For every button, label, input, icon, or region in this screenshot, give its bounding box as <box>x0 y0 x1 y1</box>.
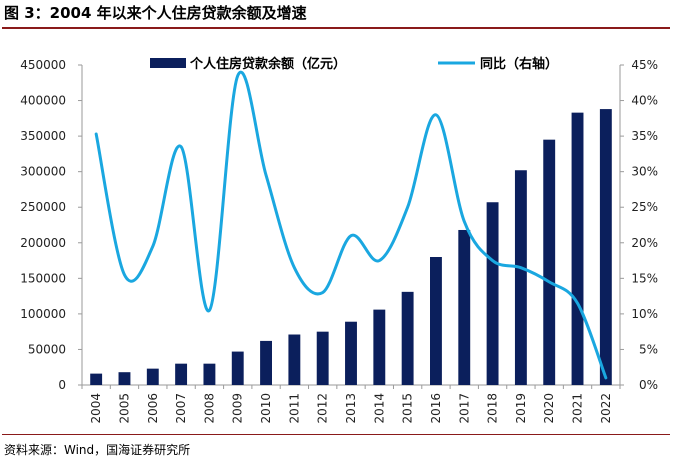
x-tick-label: 2006 <box>146 393 160 424</box>
chart-axes: 0 50000 100000 150000 200000 250000 300000 3500… <box>20 58 658 424</box>
x-tick-label: 2008 <box>202 393 216 424</box>
y-left-tick-label: 350000 <box>20 129 66 143</box>
y-left-tick-label: 300000 <box>20 165 66 179</box>
bar <box>401 291 414 385</box>
chart-legend: 个人住房贷款余额（亿元） 同比（右轴） <box>150 56 558 72</box>
y-right-tick-label: 40% <box>631 94 658 108</box>
bar-series <box>90 109 612 386</box>
x-tick-label: 2017 <box>457 393 471 424</box>
y-left-tick-label: 250000 <box>20 200 66 214</box>
bar <box>288 334 301 385</box>
y-right-tick-label: 25% <box>631 200 658 214</box>
bar <box>231 351 244 385</box>
bar <box>486 202 499 385</box>
title-divider <box>2 27 670 29</box>
bar <box>146 368 159 385</box>
x-tick-label: 2018 <box>486 393 500 424</box>
x-tick-label: 2021 <box>571 393 585 424</box>
bar <box>599 109 612 385</box>
bar <box>175 363 188 385</box>
bar <box>345 321 357 385</box>
x-tick-label: 2015 <box>401 393 415 424</box>
x-tick-label: 2012 <box>316 393 330 424</box>
y-right-tick-label: 35% <box>631 129 658 143</box>
bar <box>373 309 386 385</box>
bar <box>514 170 527 385</box>
x-tick-label: 2010 <box>259 393 273 424</box>
y-right-tick-label: 45% <box>631 58 658 72</box>
source-note: 资料来源：Wind，国海证券研究所 <box>4 443 191 457</box>
bar <box>118 372 131 385</box>
legend-bar-swatch <box>150 58 186 68</box>
y-left-tick-label: 50000 <box>28 342 66 356</box>
y-left-tick-label: 450000 <box>20 58 66 72</box>
y-left-tick-label: 150000 <box>20 271 66 285</box>
bar <box>571 112 584 386</box>
x-tick-label: 2020 <box>542 393 556 424</box>
bar <box>316 331 329 385</box>
x-tick-label: 2004 <box>89 393 103 424</box>
chart-title: 图 3：2004 年以来个人住房贷款余额及增速 <box>4 4 307 22</box>
legend-bar-label: 个人住房贷款余额（亿元） <box>189 56 346 72</box>
x-tick-label: 2014 <box>372 393 386 424</box>
bar <box>90 373 103 385</box>
x-tick-label: 2016 <box>429 393 443 424</box>
x-tick-label: 2011 <box>287 393 301 424</box>
chart: 0 50000 100000 150000 200000 250000 300000 3500… <box>20 56 658 424</box>
bar <box>203 363 216 385</box>
y-left-tick-label: 0 <box>58 378 66 392</box>
x-tick-label: 2009 <box>231 393 245 424</box>
y-right-tick-label: 5% <box>639 342 658 356</box>
bar <box>543 139 556 385</box>
y-left-tick-label: 400000 <box>20 94 66 108</box>
y-right-tick-label: 30% <box>631 165 658 179</box>
bar <box>458 229 471 385</box>
x-tick-label: 2013 <box>344 393 358 424</box>
y-right-tick-label: 20% <box>631 236 658 250</box>
line-series <box>94 70 608 380</box>
x-tick-label: 2007 <box>174 393 188 424</box>
legend-line-label: 同比（右轴） <box>480 56 558 72</box>
y-right-tick-label: 15% <box>631 271 658 285</box>
y-left-tick-label: 200000 <box>20 236 66 250</box>
x-tick-label: 2005 <box>117 393 131 424</box>
bar <box>260 340 272 385</box>
x-tick-label: 2019 <box>514 393 528 424</box>
source-divider <box>2 434 670 435</box>
y-right-tick-label: 10% <box>631 307 658 321</box>
bar <box>430 257 442 385</box>
x-tick-label: 2022 <box>599 393 613 424</box>
y-left-tick-label: 100000 <box>20 307 66 321</box>
yoy-growth-line <box>94 70 608 380</box>
y-right-tick-label: 0% <box>639 378 658 392</box>
